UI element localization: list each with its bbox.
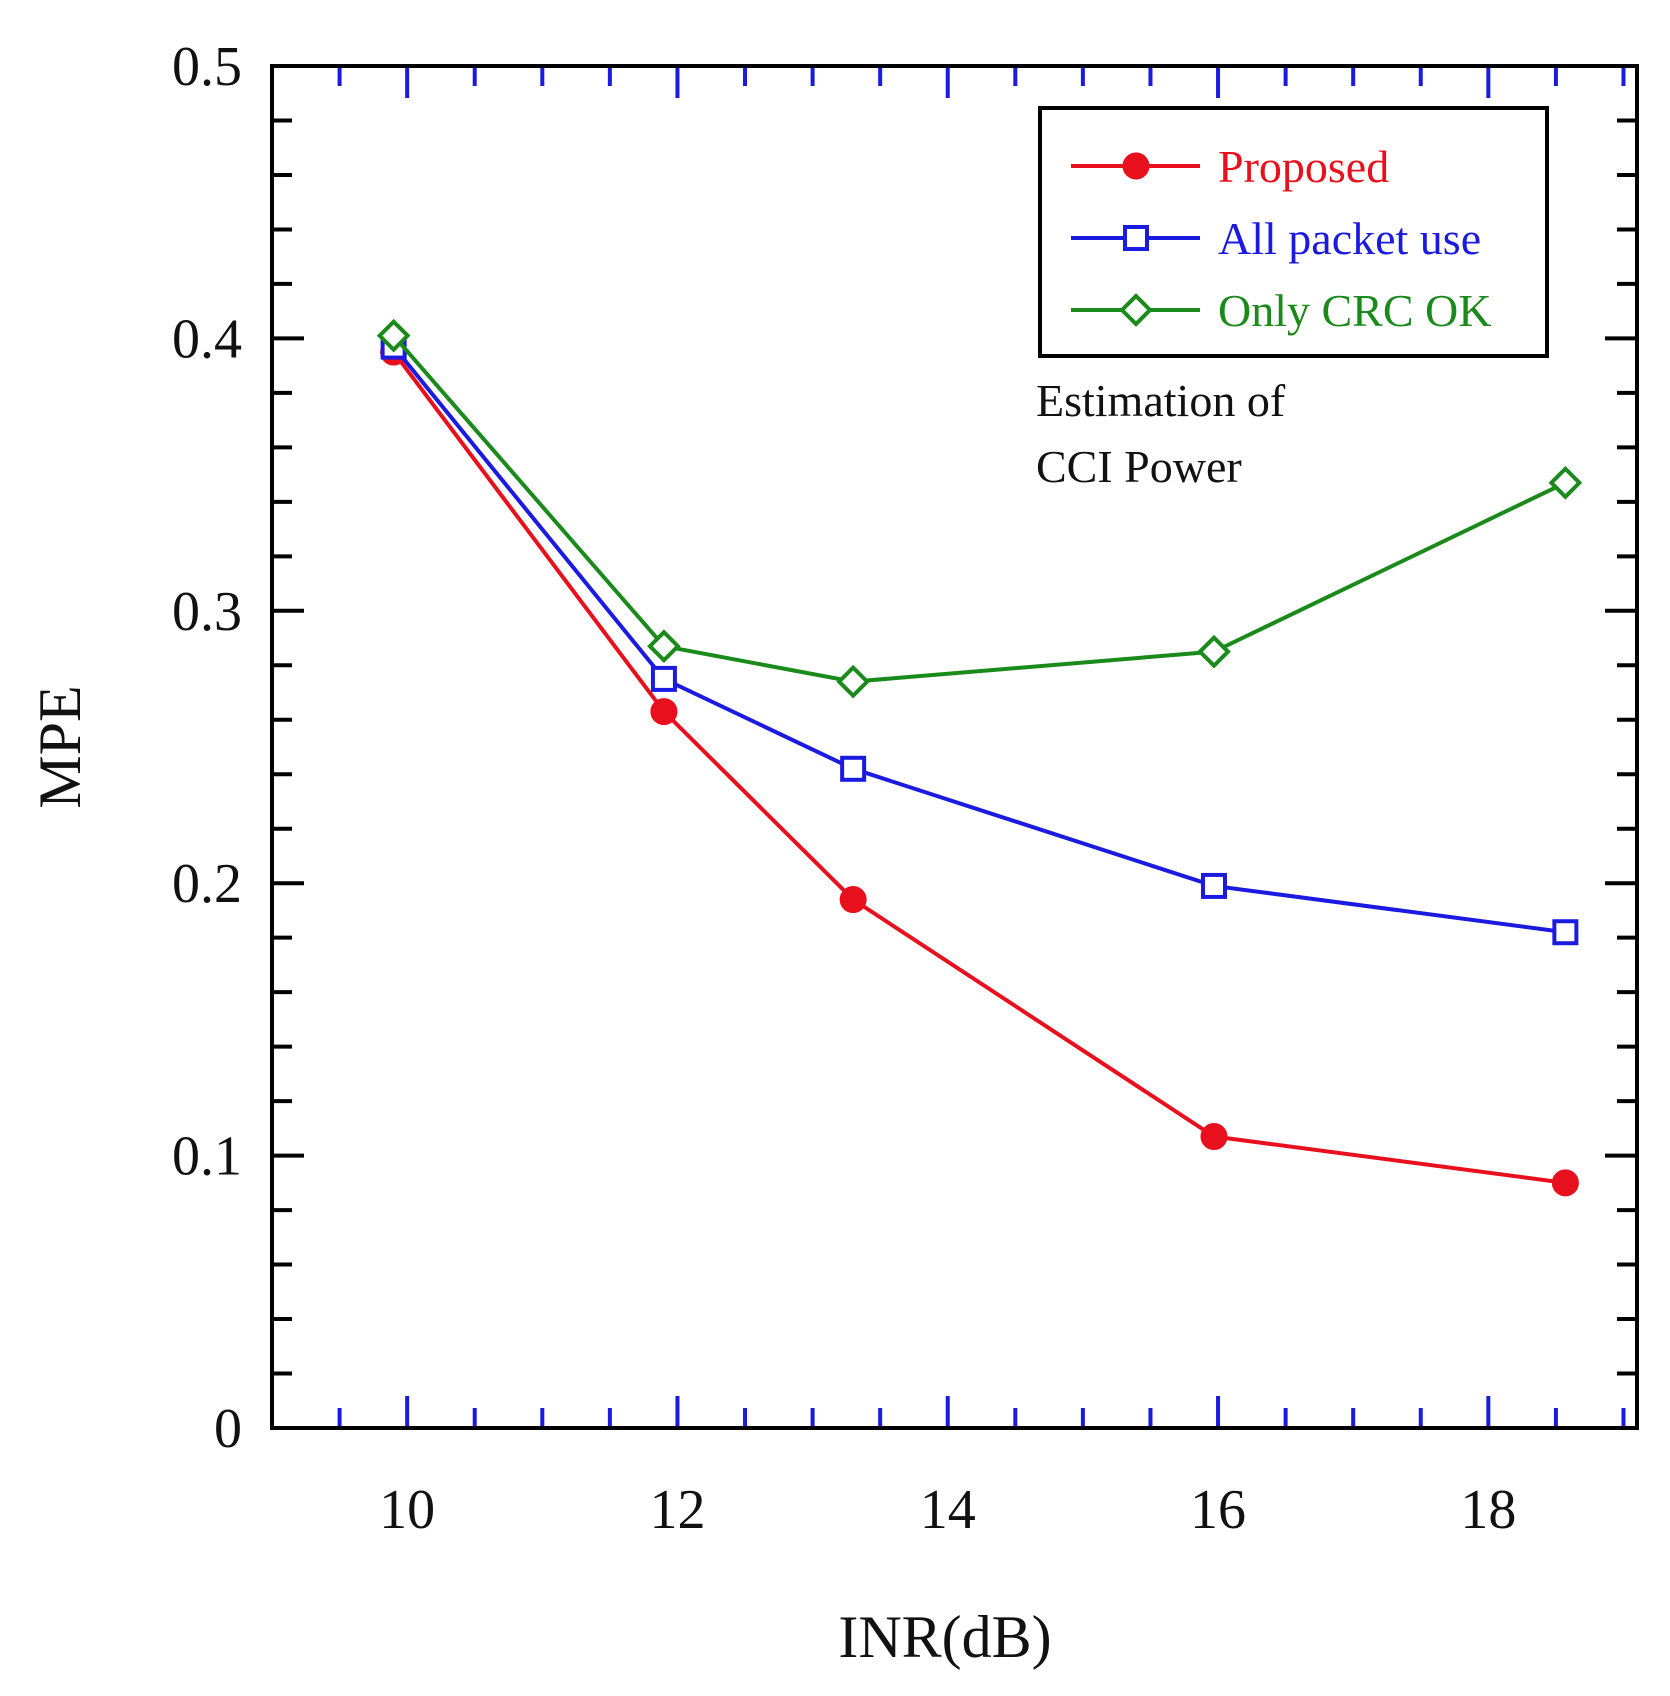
data-point-all-packet-use (840, 755, 867, 782)
legend-marker (1122, 152, 1150, 180)
x-axis-title: INR(dB) (838, 1604, 1051, 1670)
y-axis-title: MPE (27, 685, 93, 808)
x-tick-label: 12 (649, 1479, 705, 1541)
legend-label: Proposed (1218, 141, 1389, 192)
series-line-only-crc-ok (392, 334, 1567, 684)
legend-label: Only CRC OK (1218, 285, 1491, 336)
data-point-only-crc-ok (376, 318, 411, 353)
y-tick-label: 0.1 (172, 1126, 242, 1188)
legend-entry-all-packet-use: All packet use (1071, 213, 1481, 264)
x-tick-label: 18 (1460, 1479, 1516, 1541)
series-proposed (380, 338, 1579, 1197)
data-point-only-crc-ok (1548, 465, 1583, 500)
series-line-proposed (392, 350, 1566, 1185)
y-tick-label: 0.2 (172, 853, 242, 915)
y-tick-label: 0.5 (172, 36, 242, 98)
data-point-proposed (839, 886, 867, 914)
x-tick-label: 16 (1190, 1479, 1246, 1541)
x-tick-label: 10 (379, 1479, 435, 1541)
data-point-all-packet-use (1552, 919, 1579, 946)
data-point-proposed (1200, 1123, 1228, 1151)
legend-entries: Proposed All packet use Only CRC OK (1071, 141, 1491, 336)
data-point-all-packet-use (650, 665, 677, 692)
legend: Proposed All packet use Only CRC OK (1038, 106, 1549, 358)
series-line-all-packet-use (392, 345, 1566, 935)
data-point-only-crc-ok (647, 629, 681, 664)
y-tick-label: 0.3 (172, 581, 242, 643)
y-tick-label: 0 (214, 1398, 242, 1460)
legend-marker (1123, 225, 1149, 251)
series-only-crc-ok (376, 318, 1583, 699)
ticks-layer (270, 64, 1637, 1430)
legend-label: All packet use (1218, 213, 1481, 264)
annotation-line-1: Estimation of (1036, 375, 1286, 426)
y-tick-label: 0.4 (172, 308, 242, 370)
data-point-only-crc-ok (836, 664, 870, 699)
x-tick-label: 14 (920, 1479, 976, 1541)
data-point-only-crc-ok (1197, 634, 1231, 669)
plot-frame (270, 64, 1639, 1430)
series-layer (376, 318, 1583, 1197)
data-point-all-packet-use (1200, 872, 1227, 899)
annotation-line-2: CCI Power (1036, 441, 1242, 492)
legend-marker (1119, 293, 1153, 327)
legend-entry-proposed: Proposed (1071, 141, 1389, 192)
series-all-packet-use (380, 333, 1579, 946)
data-point-proposed (650, 698, 678, 726)
labels-layer: 0 0.1 0.2 0.3 0.4 0.5 10 12 14 16 18 (172, 36, 1516, 1541)
data-point-proposed (1551, 1169, 1579, 1197)
legend-entry-only-crc-ok: Only CRC OK (1071, 285, 1491, 336)
